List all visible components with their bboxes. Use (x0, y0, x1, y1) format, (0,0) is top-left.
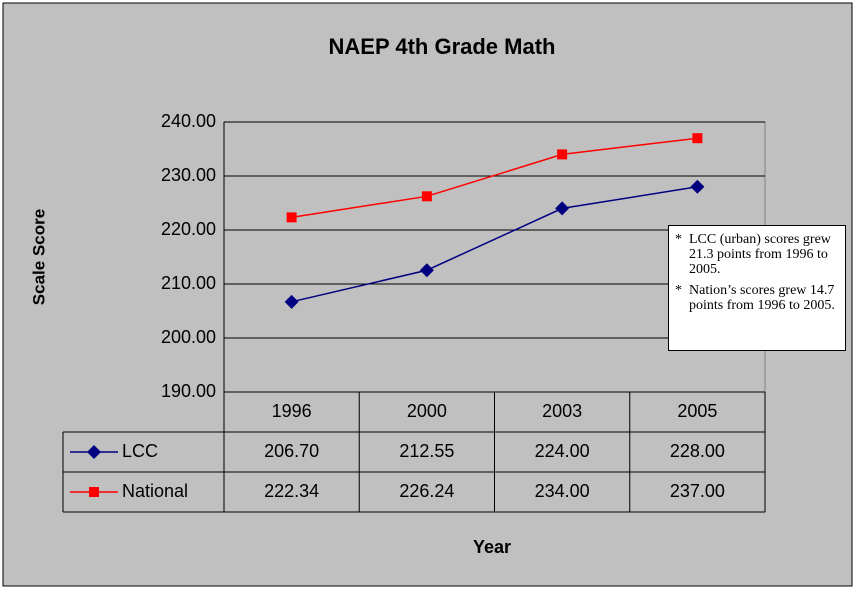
x-tick-label: 1996 (272, 401, 312, 421)
table-value: 226.24 (399, 481, 454, 501)
y-tick-label: 230.00 (161, 165, 216, 185)
y-tick-label: 220.00 (161, 219, 216, 239)
point (690, 179, 705, 194)
annotation: Nation’s scores grew 14.7 points from 19… (675, 283, 845, 313)
point (89, 487, 99, 497)
legend-label: LCC (122, 441, 158, 461)
table-value: 234.00 (535, 481, 590, 501)
annotation-list: LCC (urban) scores grew 21.3 points from… (675, 232, 845, 313)
y-tick-label: 210.00 (161, 273, 216, 293)
chart-title: NAEP 4th Grade Math (329, 34, 556, 59)
annotation-box: LCC (urban) scores grew 21.3 points from… (668, 225, 846, 351)
table-value: 206.70 (264, 441, 319, 461)
point (284, 294, 299, 309)
point (557, 149, 568, 160)
point (419, 263, 434, 278)
point (555, 201, 570, 216)
x-axis-label: Year (473, 537, 511, 557)
point (286, 212, 297, 223)
series-line (291, 137, 698, 219)
table-value: 228.00 (670, 441, 725, 461)
y-tick-label: 200.00 (161, 327, 216, 347)
point (87, 445, 101, 459)
table-value: 222.34 (264, 481, 319, 501)
legend-label: National (122, 481, 188, 501)
x-tick-label: 2000 (407, 401, 447, 421)
annotation: LCC (urban) scores grew 21.3 points from… (675, 232, 845, 277)
table-value: 237.00 (670, 481, 725, 501)
series-line (291, 186, 698, 303)
table-value: 224.00 (535, 441, 590, 461)
point (421, 191, 432, 202)
y-tick-label: 240.00 (161, 111, 216, 131)
table-value: 212.55 (399, 441, 454, 461)
point (692, 133, 703, 144)
x-tick-label: 2005 (677, 401, 717, 421)
x-tick-label: 2003 (542, 401, 582, 421)
y-tick-label: 190.00 (161, 381, 216, 401)
y-axis-label: Scale Score (29, 209, 48, 305)
